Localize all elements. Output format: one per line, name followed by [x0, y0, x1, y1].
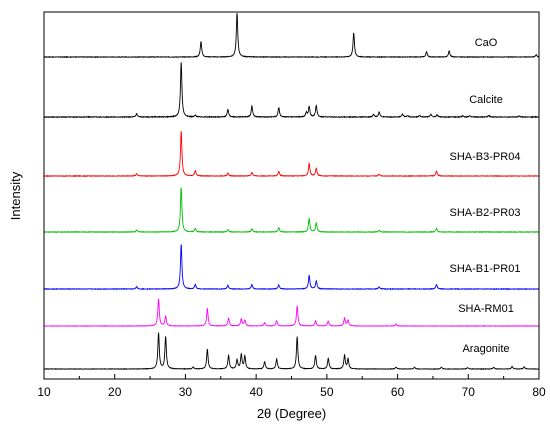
series-line-calcite — [43, 62, 540, 119]
series-label-sha-b2-pr03: SHA-B2-PR03 — [450, 207, 521, 219]
series-line-cao — [43, 13, 540, 59]
series-labels: CaO Calcite SHA-B3-PR04 SHA-B2-PR03 SHA-B1-P… — [450, 37, 521, 355]
x-axis-ticks: 10 20 30 40 50 60 70 80 — [37, 374, 546, 399]
series-line-aragonite — [43, 332, 540, 370]
x-tick-label: 80 — [532, 385, 546, 399]
y-axis-label: Intensity — [8, 171, 23, 220]
series-label-calcite: Calcite — [469, 94, 503, 106]
x-tick-label: 70 — [462, 385, 476, 399]
series-line-sha-b2-pr03 — [43, 187, 540, 234]
series-line-sha-b1-pr01 — [43, 244, 540, 291]
series-label-sha-b3-pr04: SHA-B3-PR04 — [450, 151, 521, 163]
x-tick-label: 50 — [320, 385, 334, 399]
x-axis-label: 2θ (Degree) — [257, 406, 326, 421]
x-tick-label: 20 — [108, 385, 122, 399]
x-tick-label: 10 — [37, 385, 51, 399]
series-label-cao: CaO — [475, 37, 498, 49]
series-line-sha-b3-pr04 — [43, 131, 540, 178]
series-label-aragonite: Aragonite — [462, 343, 509, 355]
series-label-sha-rm01: SHA-RM01 — [458, 303, 514, 315]
x-tick-label: 30 — [179, 385, 193, 399]
series-line-sha-rm01 — [43, 298, 540, 327]
plot-frame — [43, 11, 540, 380]
traces-group — [43, 13, 540, 370]
series-label-sha-b1-pr01: SHA-B1-PR01 — [450, 263, 521, 275]
x-tick-label: 40 — [249, 385, 263, 399]
x-tick-label: 60 — [391, 385, 405, 399]
